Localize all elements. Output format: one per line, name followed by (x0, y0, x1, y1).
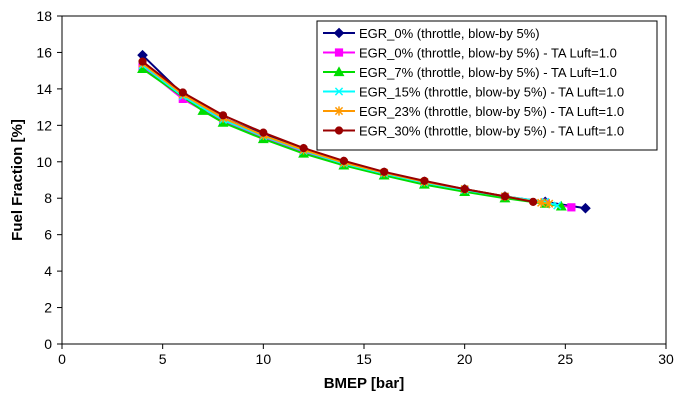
data-point (299, 144, 308, 153)
data-point (334, 48, 344, 57)
data-point (420, 176, 429, 186)
legend-label: EGR_15% (throttle, blow-by 5%) - TA Luft… (359, 85, 624, 100)
y-axis-title: Fuel Fraction [%] (9, 119, 26, 241)
data-point (334, 106, 344, 116)
y-tick-label: 8 (44, 190, 52, 206)
data-point (537, 198, 546, 208)
data-point (545, 199, 554, 209)
x-axis-title: BMEP [bar] (324, 375, 405, 392)
y-tick-label: 0 (44, 336, 52, 352)
y-tick-label: 16 (36, 44, 52, 60)
data-point (460, 185, 469, 194)
x-tick-label: 5 (159, 351, 167, 367)
legend-entry: EGR_23% (throttle, blow-by 5%) - TA Luft… (323, 104, 624, 119)
y-tick-label: 18 (36, 8, 52, 24)
y-tick-label: 12 (36, 117, 52, 133)
x-tick-label: 15 (356, 351, 372, 367)
legend-label: EGR_7% (throttle, blow-by 5%) - TA Luft=… (359, 65, 617, 80)
data-point (334, 126, 344, 135)
data-point (553, 201, 562, 210)
data-point (333, 27, 345, 39)
data-point (580, 202, 591, 214)
x-tick-label: 25 (558, 351, 574, 367)
data-point (138, 57, 147, 66)
legend-label: EGR_0% (throttle, blow-by 5%) (359, 26, 540, 41)
data-point (178, 88, 187, 97)
legend-entry: EGR_7% (throttle, blow-by 5%) - TA Luft=… (323, 65, 617, 80)
x-tick-label: 0 (58, 351, 66, 367)
data-point (567, 203, 576, 212)
legend-label: EGR_0% (throttle, blow-by 5%) - TA Luft=… (359, 46, 617, 61)
legend-label: EGR_23% (throttle, blow-by 5%) - TA Luft… (359, 104, 624, 119)
data-point (218, 111, 228, 120)
y-tick-label: 2 (44, 300, 52, 316)
legend-entry: EGR_30% (throttle, blow-by 5%) - TA Luft… (323, 124, 624, 139)
y-tick-label: 6 (44, 227, 52, 243)
legend-entry: EGR_0% (throttle, blow-by 5%) - TA Luft=… (323, 46, 617, 61)
x-tick-label: 10 (256, 351, 272, 367)
data-point (529, 197, 538, 206)
x-tick-label: 20 (457, 351, 473, 367)
y-tick-label: 14 (36, 81, 52, 97)
data-point-stroke (334, 87, 344, 96)
series-6 (138, 57, 538, 206)
y-tick-label: 4 (44, 263, 52, 279)
legend-label: EGR_30% (throttle, blow-by 5%) - TA Luft… (359, 124, 624, 139)
data-point (380, 167, 389, 176)
legend-entry: EGR_0% (throttle, blow-by 5%) (323, 26, 540, 41)
x-tick-label: 30 (658, 351, 674, 367)
data-point (333, 66, 345, 77)
legend-box (316, 20, 658, 151)
data-point (334, 87, 344, 96)
legend-entry: EGR_15% (throttle, blow-by 5%) - TA Luft… (323, 85, 624, 100)
data-point (500, 192, 510, 201)
data-point-stroke (553, 201, 562, 210)
data-point (339, 156, 348, 165)
y-tick-label: 10 (36, 154, 52, 170)
data-point (259, 128, 268, 137)
